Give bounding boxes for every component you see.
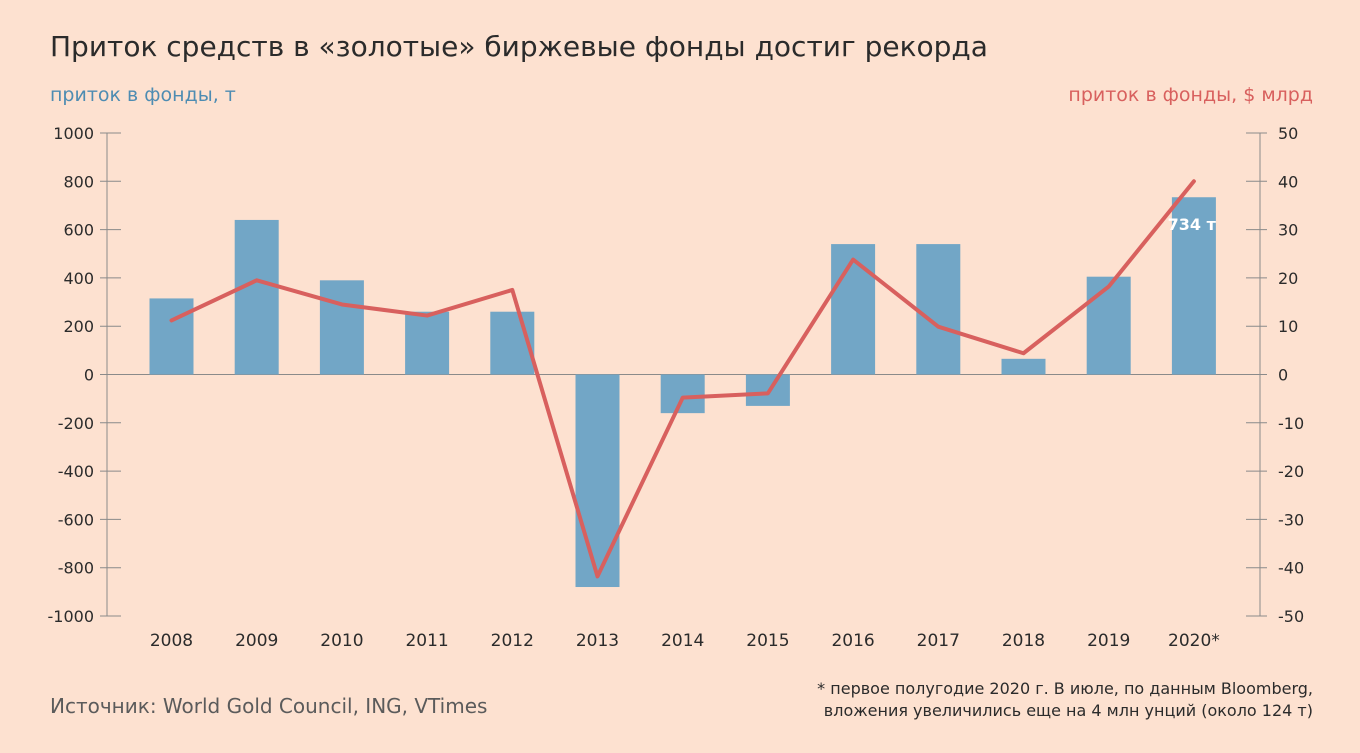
x-tick-label: 2020* — [1168, 631, 1220, 651]
bar — [149, 298, 194, 375]
right-axis-label: приток в фонды, $ млрд — [1068, 84, 1313, 106]
bar — [660, 374, 705, 414]
left-tick-label: 800 — [63, 172, 94, 191]
left-tick-label: 400 — [63, 269, 94, 288]
bar-data-label: 734 т — [1168, 215, 1217, 234]
source-text: Источник: World Gold Council, ING, VTime… — [50, 694, 488, 718]
bar — [916, 244, 961, 375]
x-tick-label: 2013 — [576, 631, 619, 651]
left-tick-label: 1000 — [53, 124, 94, 143]
left-tick-label: 600 — [63, 221, 94, 240]
right-tick-label: 10 — [1278, 317, 1298, 336]
footnote-line-2: вложения увеличились еще на 4 млн унций … — [823, 701, 1313, 720]
bar — [1171, 197, 1216, 375]
right-tick-label: -50 — [1278, 607, 1304, 626]
line-series — [169, 179, 1196, 579]
bar — [319, 280, 364, 375]
right-tick-label: 40 — [1278, 172, 1298, 191]
left-tick-label: -200 — [58, 414, 94, 433]
right-tick-label: 20 — [1278, 269, 1298, 288]
x-tick-label: 2014 — [661, 631, 704, 651]
right-tick-label: 50 — [1278, 124, 1298, 143]
left-tick-label: -600 — [58, 510, 94, 529]
right-tick-label: 0 — [1278, 366, 1288, 385]
right-tick-label: -30 — [1278, 510, 1304, 529]
left-tick-label: -400 — [58, 462, 94, 481]
right-tick-label: 30 — [1278, 221, 1298, 240]
bar — [1086, 276, 1131, 375]
footnote-line-1: * первое полугодие 2020 г. В июле, по да… — [817, 679, 1313, 698]
x-tick-label: 2009 — [235, 631, 278, 651]
x-tick-label: 2016 — [831, 631, 874, 651]
x-tick-label: 2010 — [320, 631, 363, 651]
left-tick-label: -800 — [58, 559, 94, 578]
x-tick-label: 2015 — [746, 631, 789, 651]
x-tick-label: 2017 — [917, 631, 960, 651]
left-axis-label: приток в фонды, т — [50, 84, 236, 106]
x-tick-label: 2018 — [1002, 631, 1045, 651]
x-tick-label: 2011 — [405, 631, 448, 651]
right-tick-label: -40 — [1278, 559, 1304, 578]
bar — [831, 244, 876, 375]
right-tick-label: -20 — [1278, 462, 1304, 481]
left-tick-label: -1000 — [48, 607, 95, 626]
left-tick-label: 200 — [63, 317, 94, 336]
x-tick-label: 2019 — [1087, 631, 1130, 651]
x-tick-label: 2012 — [491, 631, 534, 651]
bar — [575, 374, 620, 588]
left-tick-label: 0 — [84, 366, 94, 385]
bar — [1001, 358, 1046, 375]
x-tick-label: 2008 — [150, 631, 193, 651]
chart-title: Приток средств в «золотые» биржевые фонд… — [50, 30, 988, 63]
bar — [234, 219, 279, 375]
bar — [405, 311, 450, 375]
footnote: * первое полугодие 2020 г. В июле, по да… — [817, 678, 1313, 722]
right-tick-label: -10 — [1278, 414, 1304, 433]
